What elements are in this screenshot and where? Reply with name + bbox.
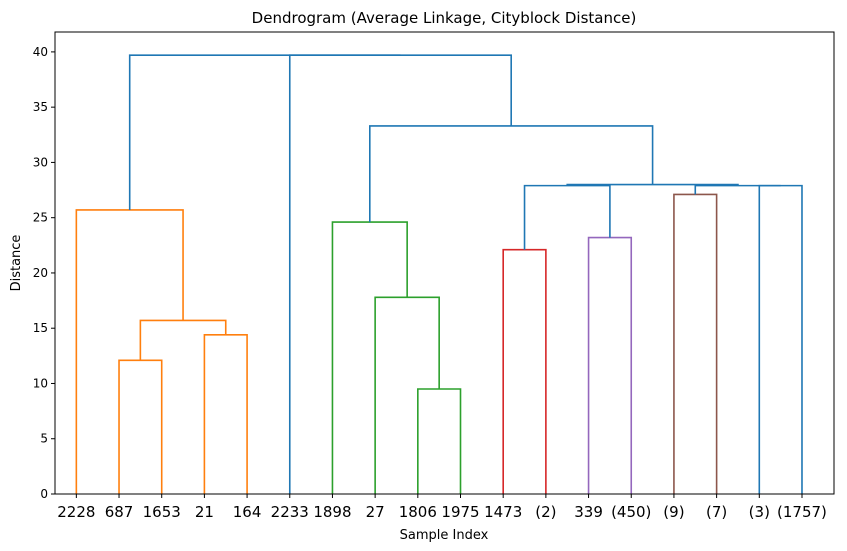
leaf-label: 1806 [399,503,437,521]
x-axis-label: Sample Index [400,528,489,543]
dendrogram-link [139,319,227,361]
leaf-label: 339 [574,503,603,521]
y-tick-label: 5 [40,432,48,446]
dendrogram-link [374,296,440,494]
leaf-label: 27 [366,503,385,521]
dendrogram-link [331,221,408,494]
leaf-label: (7) [706,503,727,521]
leaf-label: 1473 [484,503,522,521]
dendrogram-link [502,248,547,494]
leaf-label: (3) [749,503,770,521]
dendrogram-link [288,54,512,494]
dendrogram-link [523,184,611,250]
dendrogram-link [758,184,803,494]
dendrogram-link [118,359,163,494]
y-tick-label: 35 [33,100,48,114]
y-axis: 0 5 10 15 20 25 30 35 40 [33,45,55,501]
leaf-label: 1653 [143,503,181,521]
y-tick-label: 20 [33,266,48,280]
y-tick-label: 40 [33,45,48,59]
leaf-label: 2228 [57,503,95,521]
leaf-label: (9) [663,503,684,521]
plot-frame [54,31,835,495]
dendrogram-link [75,209,184,494]
leaf-label: 2233 [271,503,309,521]
y-tick-label: 10 [33,376,48,390]
chart-title: Dendrogram (Average Linkage, Cityblock D… [252,9,637,27]
dendrogram-link [694,184,781,195]
leaf-label: (450) [611,503,651,521]
y-axis-label: Distance [9,235,24,292]
leaf-label: 1898 [313,503,351,521]
leaf-label: 164 [233,503,262,521]
x-axis: 2228 687 1653 21 164 2233 1898 27 1806 1975 1473 (2… [57,494,827,521]
leaf-label: (1757) [777,503,827,521]
dendrogram-link [203,334,248,494]
y-tick-label: 25 [33,211,48,225]
y-tick-label: 0 [40,487,48,501]
y-tick-label: 30 [33,155,48,169]
dendrogram-link [587,236,633,494]
dendrogram-link [673,193,718,494]
leaf-label: 687 [105,503,134,521]
leaf-label: 21 [195,503,214,521]
leaf-label: (2) [535,503,556,521]
dendrogram-link [417,388,462,494]
y-tick-label: 15 [33,321,48,335]
leaf-label: 1975 [441,503,479,521]
dendrogram-links [75,54,803,494]
dendrogram-link [128,54,401,210]
